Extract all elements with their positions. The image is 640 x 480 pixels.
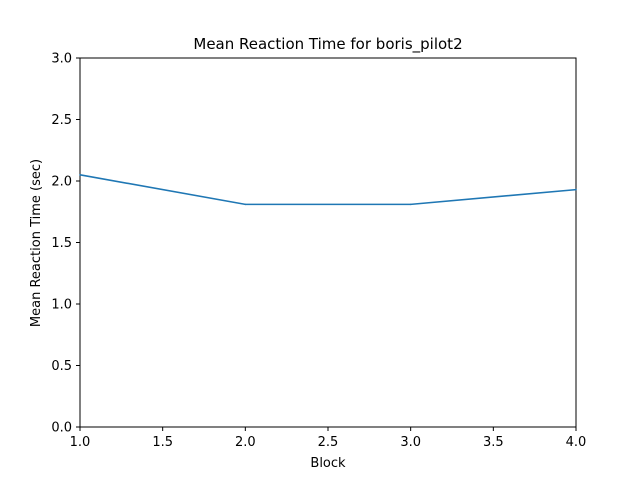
chart-title: Mean Reaction Time for boris_pilot2 [193, 35, 462, 54]
y-axis-label: Mean Reaction Time (sec) [29, 159, 44, 327]
x-tick-label: 4.0 [566, 435, 587, 450]
y-tick-label: 0.0 [51, 421, 72, 436]
x-axis: 1.0 1.5 2.0 2.5 3.0 3.5 4.0 [70, 427, 587, 450]
data-point [244, 203, 247, 206]
series-line [79, 174, 577, 206]
x-tick-label: 1.5 [152, 435, 173, 450]
data-point [575, 188, 577, 191]
y-tick-label: 2.5 [51, 113, 72, 128]
plot-area [79, 57, 577, 428]
plot-frame [79, 57, 577, 428]
y-tick-label: 2.0 [51, 175, 72, 190]
y-tick-label: 1.0 [51, 298, 72, 313]
y-axis: 0.0 0.5 1.0 1.5 2.0 2.5 3.0 [51, 52, 80, 436]
x-tick-label: 2.5 [318, 435, 339, 450]
data-point [79, 174, 81, 176]
x-tick-label: 3.0 [400, 435, 421, 450]
x-tick-label: 2.0 [235, 435, 256, 450]
data-point [409, 203, 412, 206]
x-tick-label: 3.5 [483, 435, 504, 450]
y-tick-label: 1.5 [51, 236, 72, 251]
x-tick-label: 1.0 [70, 435, 91, 450]
y-tick-label: 3.0 [51, 52, 72, 67]
x-axis-label: Block [310, 456, 346, 471]
y-tick-label: 0.5 [51, 359, 72, 374]
series-layer [79, 174, 577, 206]
